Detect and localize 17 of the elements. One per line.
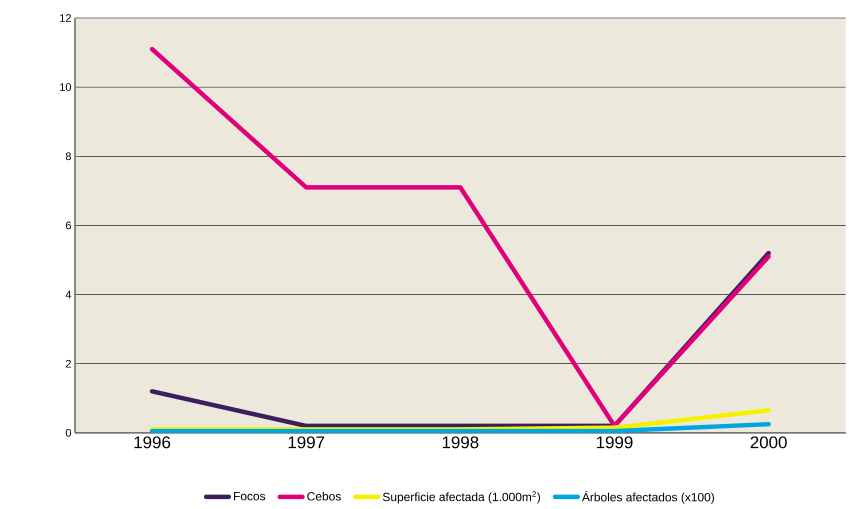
line-series <box>150 46 771 428</box>
x-tick-label: 1998 <box>442 436 478 448</box>
legend-label: Superficie afectada (1.000m$^{2}$) <box>382 491 540 504</box>
y-tick-label: 8 <box>66 152 71 160</box>
x-tick-label: 1997 <box>288 436 324 448</box>
x-tick-label: 1999 <box>596 436 632 448</box>
y-tick-label: 2 <box>66 360 71 368</box>
x-tick-label: 2000 <box>750 436 787 448</box>
y-tick-label: 12 <box>60 14 71 22</box>
y-tick-label: 0 <box>66 429 72 437</box>
y-tick-label: 4 <box>66 290 72 298</box>
legend-label: Focos <box>234 492 266 500</box>
y-tick-label: 6 <box>66 222 71 230</box>
x-tick-label: 1996 <box>134 436 170 448</box>
legend-label: Árboles afectados (x100) <box>582 491 714 504</box>
y-tick-label: 10 <box>60 83 72 92</box>
legend-label: Cebos <box>307 492 341 501</box>
